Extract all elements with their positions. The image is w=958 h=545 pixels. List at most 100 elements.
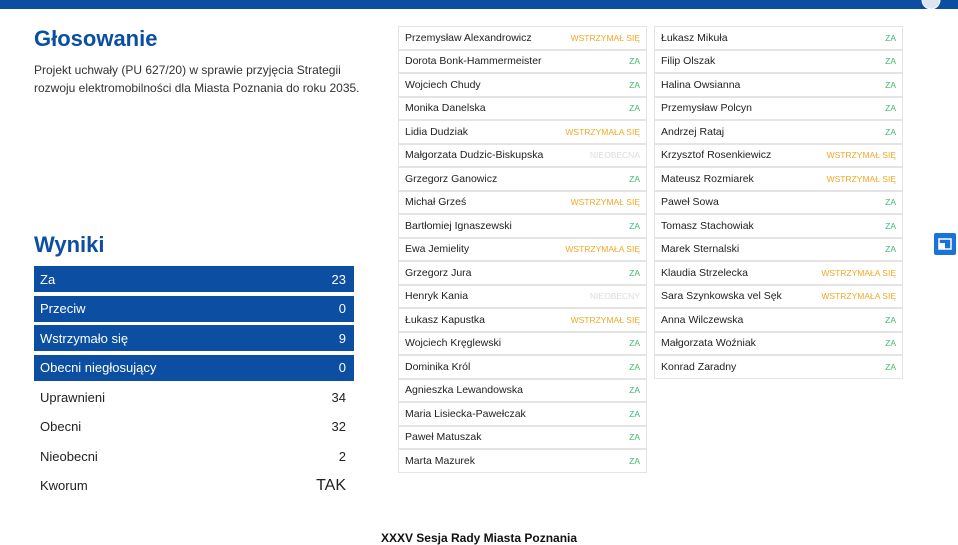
- councillor-name: Łukasz Kapustka: [405, 313, 485, 326]
- vote-row: Mateusz Rozmiarek WSTRZYMAŁ SIĘ: [654, 167, 903, 191]
- title: Głosowanie: [34, 26, 158, 51]
- councillor-name: Anna Wilczewska: [661, 313, 744, 326]
- vote-status: WSTRZYMAŁA SIĘ: [565, 126, 640, 137]
- vote-row: Dorota Bonk-Hammermeister ZA: [398, 49, 647, 73]
- vote-row: Grzegorz Jura ZA: [398, 261, 647, 285]
- councillor-name: Michał Grześ: [405, 196, 467, 209]
- councillor-name: Marta Mazurek: [405, 454, 476, 467]
- vote-status: ZA: [885, 220, 896, 231]
- councillor-name: Henryk Kania: [405, 290, 469, 303]
- vote-row: Sara Szynkowska vel Sęk WSTRZYMAŁA SIĘ: [654, 284, 903, 308]
- vote-status: NIEOBECNA: [589, 150, 640, 161]
- vote-status: NIEOBECNY: [589, 291, 640, 302]
- vote-status: ZA: [885, 32, 896, 43]
- councillor-name: Marek Sternalski: [661, 243, 740, 256]
- result-value: 0: [338, 360, 346, 375]
- vote-row: Przemysław Polcyn ZA: [654, 96, 903, 120]
- vote-status: ZA: [629, 103, 640, 114]
- vote-status: ZA: [629, 338, 640, 349]
- logo-icon: [921, 0, 941, 9]
- vote-row: Ewa Jemielity WSTRZYMAŁA SIĘ: [398, 237, 647, 261]
- result-label: Wstrzymało się: [40, 330, 129, 346]
- councillor-name: Sara Szynkowska vel Sęk: [661, 290, 782, 303]
- result-row: Przeciw 0: [34, 295, 354, 322]
- councillor-name: Filip Olszak: [661, 55, 716, 68]
- vote-row: Grzegorz Ganowicz ZA: [398, 167, 647, 191]
- vote-row: Paweł Sowa ZA: [654, 190, 903, 214]
- result-value: 34: [331, 389, 346, 405]
- result-row: Uprawnieni 34: [34, 384, 354, 410]
- vote-row: Tomasz Stachowiak ZA: [654, 214, 903, 238]
- councillor-name: Bartłomiej Ignaszewski: [405, 219, 512, 232]
- vote-row: Łukasz Mikuła ZA: [654, 26, 903, 50]
- councillor-name: Przemysław Alexandrowicz: [405, 31, 532, 44]
- vote-row: Filip Olszak ZA: [654, 49, 903, 73]
- side-button[interactable]: [934, 233, 956, 255]
- votes-column: Przemysław Alexandrowicz WSTRZYMAŁ SIĘ Dor…: [398, 26, 647, 473]
- vote-row: Halina Owsianna ZA: [654, 73, 903, 97]
- councillor-name: Monika Danelska: [405, 102, 486, 115]
- vote-status: WSTRZYMAŁA SIĘ: [821, 291, 896, 302]
- vote-row: Dominika Król ZA: [398, 355, 647, 379]
- councillor-name: Mateusz Rozmiarek: [661, 172, 754, 185]
- vote-row: Konrad Zaradny ZA: [654, 355, 903, 379]
- result-value: 9: [338, 330, 346, 346]
- vote-status: WSTRZYMAŁA SIĘ: [565, 244, 640, 255]
- subtitle-line: Projekt uchwały (PU 627/20) w sprawie pr…: [34, 63, 341, 77]
- vote-status: WSTRZYMAŁ SIĘ: [570, 314, 640, 325]
- vote-status: ZA: [629, 408, 640, 419]
- top-bar: [0, 0, 958, 9]
- result-row: Obecni 32: [34, 414, 354, 440]
- vote-row: Henryk Kania NIEOBECNY: [398, 284, 647, 308]
- vote-row: Michał Grześ WSTRZYMAŁ SIĘ: [398, 190, 647, 214]
- result-label: Za: [40, 271, 56, 287]
- vote-status: ZA: [885, 314, 896, 325]
- vote-status: ZA: [885, 244, 896, 255]
- vote-status: ZA: [629, 173, 640, 184]
- councillor-name: Tomasz Stachowiak: [661, 219, 754, 232]
- vote-status: ZA: [629, 79, 640, 90]
- vote-status: ZA: [629, 267, 640, 278]
- councillor-name: Paweł Matuszak: [405, 431, 482, 444]
- councillor-name: Łukasz Mikuła: [661, 31, 728, 44]
- vote-row: Wojciech Chudy ZA: [398, 73, 647, 97]
- councillor-name: Klaudia Strzelecka: [661, 266, 748, 279]
- councillor-name: Przemysław Polcyn: [661, 102, 753, 115]
- result-value: 0: [338, 301, 346, 316]
- vote-status: ZA: [629, 220, 640, 231]
- result-row: Wstrzymało się 9: [34, 325, 354, 351]
- vote-status: ZA: [629, 455, 640, 466]
- vote-status: WSTRZYMAŁ SIĘ: [826, 150, 896, 161]
- results-list: Za 23 Przeciw 0 Wstrzymało się 9 Obecni niegło…: [34, 266, 354, 502]
- vote-status: WSTRZYMAŁ SIĘ: [826, 173, 896, 184]
- result-label: Obecni niegłosujący: [40, 360, 157, 375]
- vote-status: WSTRZYMAŁA SIĘ: [821, 267, 896, 278]
- results-title: Wyniki: [34, 232, 105, 257]
- result-row: Za 23: [34, 266, 354, 292]
- vote-status: ZA: [885, 126, 896, 137]
- result-label: Uprawnieni: [40, 389, 106, 405]
- councillor-name: Wojciech Kręglewski: [405, 337, 502, 350]
- result-label: Nieobecni: [40, 448, 98, 464]
- result-row: Obecni niegłosujący 0: [34, 354, 354, 381]
- footer: XXXV Sesja Rady Miasta Poznania: [380, 531, 578, 545]
- councillor-name: Grzegorz Ganowicz: [405, 172, 498, 185]
- vote-row: Przemysław Alexandrowicz WSTRZYMAŁ SIĘ: [398, 26, 647, 50]
- vote-status: ZA: [885, 56, 896, 67]
- vote-row: Klaudia Strzelecka WSTRZYMAŁA SIĘ: [654, 261, 903, 285]
- result-label: Kworum: [40, 478, 88, 493]
- vote-status: ZA: [629, 56, 640, 67]
- councillor-name: Halina Owsianna: [661, 78, 741, 91]
- vote-row: Małgorzata Dudzic-Biskupska NIEOBECNA: [398, 143, 647, 167]
- vote-row: Krzysztof Rosenkiewicz WSTRZYMAŁ SIĘ: [654, 143, 903, 167]
- vote-row: Andrzej Rataj ZA: [654, 120, 903, 144]
- vote-status: ZA: [629, 432, 640, 443]
- vote-status: ZA: [629, 361, 640, 372]
- vote-status: ZA: [885, 103, 896, 114]
- councillor-name: Agnieszka Lewandowska: [405, 384, 523, 397]
- councillor-name: Ewa Jemielity: [405, 243, 470, 256]
- councillor-name: Małgorzata Dudzic-Biskupska: [405, 149, 544, 162]
- vote-status: ZA: [885, 361, 896, 372]
- vote-row: Małgorzata Woźniak ZA: [654, 331, 903, 355]
